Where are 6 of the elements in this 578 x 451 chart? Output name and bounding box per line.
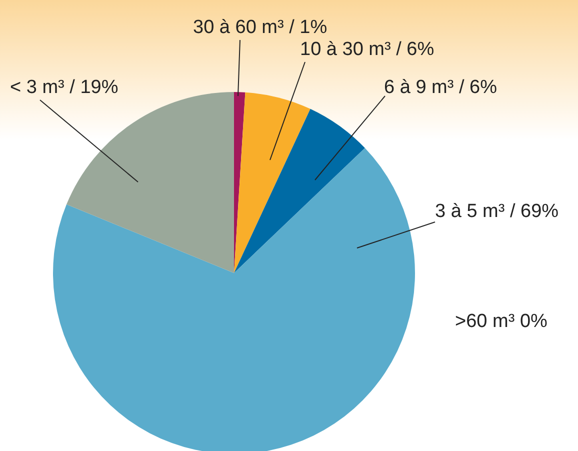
slice-label: 30 à 60 m³ / 1%	[193, 17, 328, 38]
slice-label: < 3 m³ / 19%	[10, 77, 118, 98]
slice-label: 6 à 9 m³ / 6%	[384, 77, 498, 98]
category-label: >60 m³ 0%	[455, 311, 548, 332]
slice-label: 3 à 5 m³ / 69%	[435, 201, 559, 222]
slice-label: 10 à 30 m³ / 6%	[300, 39, 434, 60]
